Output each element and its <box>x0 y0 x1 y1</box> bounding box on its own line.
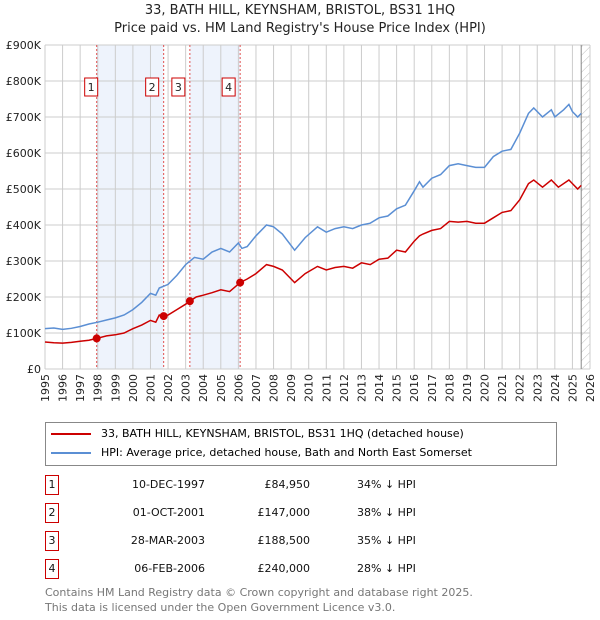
legend-swatch-property <box>51 433 91 435</box>
sale-price: £147,000 <box>257 506 311 519</box>
chart-title: 33, BATH HILL, KEYNSHAM, BRISTOL, BS31 1… <box>144 3 456 18</box>
sale-hpi-diff: 38% ↓ HPI <box>357 506 416 519</box>
x-tick-label: 2015 <box>391 374 404 402</box>
x-tick-label: 2008 <box>268 374 281 402</box>
x-tick-label: 2002 <box>162 374 175 402</box>
legend: 33, BATH HILL, KEYNSHAM, BRISTOL, BS31 1… <box>45 422 557 466</box>
x-tick-label: 2000 <box>127 374 140 402</box>
sale-number: 3 <box>45 531 59 551</box>
sale-number: 4 <box>45 559 59 579</box>
sale-hpi-diff: 28% ↓ HPI <box>357 562 416 575</box>
x-tick-label: 2020 <box>479 374 492 402</box>
footer: Contains HM Land Registry data © Crown c… <box>45 585 473 615</box>
sale-point <box>236 278 245 287</box>
sale-date: 06-FEB-2006 <box>134 562 205 575</box>
x-tick-label: 2013 <box>355 374 368 402</box>
property-price-line <box>44 178 582 344</box>
sale-label: 3 <box>175 81 182 94</box>
footer-line-2: This data is licensed under the Open Gov… <box>45 601 396 614</box>
x-tick-label: 2012 <box>338 374 351 402</box>
sale-number: 2 <box>45 503 59 523</box>
shaded-period <box>96 45 164 369</box>
x-tick-label: 1998 <box>92 374 105 402</box>
x-tick-label: 2022 <box>514 374 527 402</box>
sale-label: 2 <box>149 81 156 94</box>
shaded-period <box>189 45 241 369</box>
sale-point <box>185 297 194 306</box>
y-tick-label: £200K <box>6 291 42 304</box>
x-tick-label: 1997 <box>74 374 87 402</box>
y-tick-label: £700K <box>6 111 42 124</box>
sale-date: 10-DEC-1997 <box>131 478 205 491</box>
forecast-hatch <box>581 45 590 369</box>
sale-date: 28-MAR-2003 <box>130 534 205 547</box>
x-tick-label: 1999 <box>109 374 122 402</box>
x-tick-label: 2006 <box>232 374 245 402</box>
x-tick-label: 2003 <box>180 374 193 402</box>
sale-price: £84,950 <box>264 478 311 491</box>
x-tick-label: 2005 <box>215 374 228 402</box>
sale-number: 1 <box>45 475 59 495</box>
y-tick-label: £600K <box>6 147 42 160</box>
sale-hpi-diff: 35% ↓ HPI <box>357 534 416 547</box>
sale-label-box <box>221 77 236 97</box>
sale-price: £240,000 <box>257 562 311 575</box>
sale-label-box <box>171 77 186 97</box>
x-tick-label: 2018 <box>443 374 456 402</box>
legend-label-hpi: HPI: Average price, detached house, Bath… <box>101 446 472 459</box>
x-tick-label: 2001 <box>144 374 157 402</box>
x-tick-label: 2011 <box>320 374 333 402</box>
x-tick-label: 2004 <box>197 374 210 402</box>
x-tick-label: 2019 <box>461 374 474 402</box>
sale-label: 1 <box>88 81 95 94</box>
hpi-line <box>44 103 582 331</box>
sale-label-box <box>145 77 160 97</box>
x-tick-label: 2010 <box>303 374 316 402</box>
sale-label: 4 <box>225 81 232 94</box>
y-tick-label: £500K <box>6 183 42 196</box>
sale-row: 1 10-DEC-1997 £84,950 34% ↓ HPI <box>45 475 465 495</box>
x-tick-label: 2021 <box>496 374 509 402</box>
x-tick-label: 2025 <box>566 374 579 402</box>
sale-row: 3 28-MAR-2003 £188,500 35% ↓ HPI <box>45 531 465 551</box>
plot-area: 1995 1996 1997 1998 1999 2000 2001 2002 2003 2004… <box>6 39 597 402</box>
y-tick-label: £400K <box>6 219 42 232</box>
sale-date: 01-OCT-2001 <box>132 506 205 519</box>
legend-label-property: 33, BATH HILL, KEYNSHAM, BRISTOL, BS31 1… <box>101 427 464 440</box>
x-tick-label: 2023 <box>531 374 544 402</box>
x-tick-label: 2026 <box>584 374 597 402</box>
y-tick-label: £900K <box>6 39 42 52</box>
x-tick-label: 2024 <box>549 374 562 402</box>
x-tick-label: 2014 <box>373 374 386 402</box>
sale-row: 4 06-FEB-2006 £240,000 28% ↓ HPI <box>45 559 465 579</box>
x-tick-label: 1995 <box>39 374 52 402</box>
y-tick-label: £800K <box>6 75 42 88</box>
sale-price: £188,500 <box>257 534 311 547</box>
x-tick-label: 2016 <box>408 374 421 402</box>
footer-line-1: Contains HM Land Registry data © Crown c… <box>45 586 473 599</box>
x-tick-label: 2007 <box>250 374 263 402</box>
sale-label-box <box>84 77 99 97</box>
x-tick-label: 2009 <box>285 374 298 402</box>
y-tick-label: £100K <box>6 327 42 340</box>
sale-point <box>92 334 101 343</box>
legend-swatch-hpi <box>51 452 91 454</box>
x-tick-label: 2017 <box>426 374 439 402</box>
y-tick-label: £300K <box>6 255 42 268</box>
sale-point <box>159 312 168 321</box>
sale-hpi-diff: 34% ↓ HPI <box>357 478 416 491</box>
y-tick-label: £0 <box>27 363 41 376</box>
sale-row: 2 01-OCT-2001 £147,000 38% ↓ HPI <box>45 503 465 523</box>
x-tick-label: 1996 <box>57 374 70 402</box>
chart-subtitle: Price paid vs. HM Land Registry's House … <box>114 21 486 36</box>
